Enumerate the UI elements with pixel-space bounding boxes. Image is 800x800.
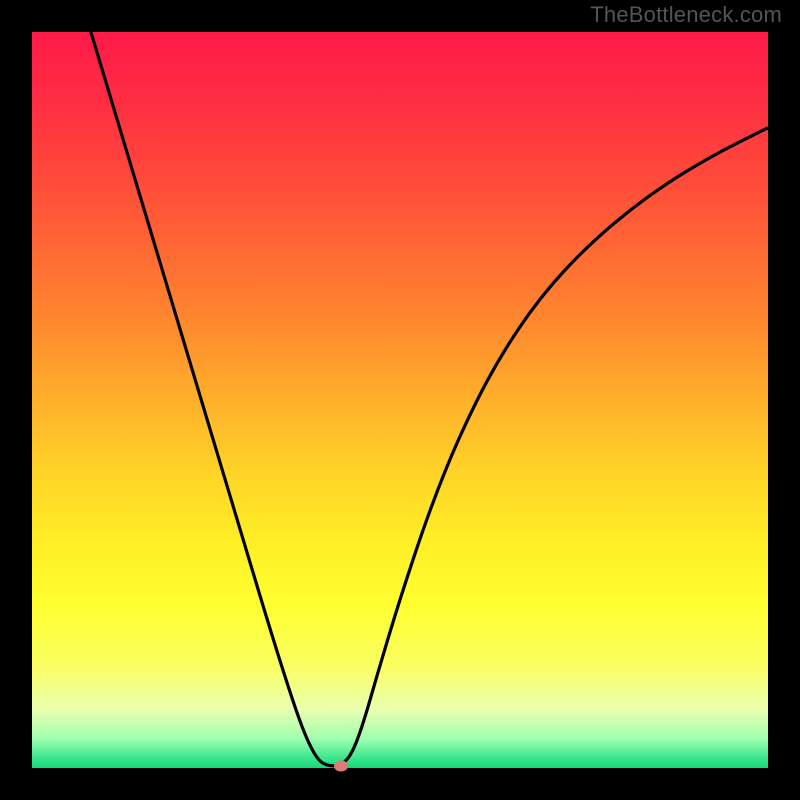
- plot-area: [32, 32, 768, 768]
- watermark-text: TheBottleneck.com: [590, 2, 782, 28]
- optimal-point-marker: [334, 760, 348, 771]
- bottleneck-curve: [32, 32, 768, 768]
